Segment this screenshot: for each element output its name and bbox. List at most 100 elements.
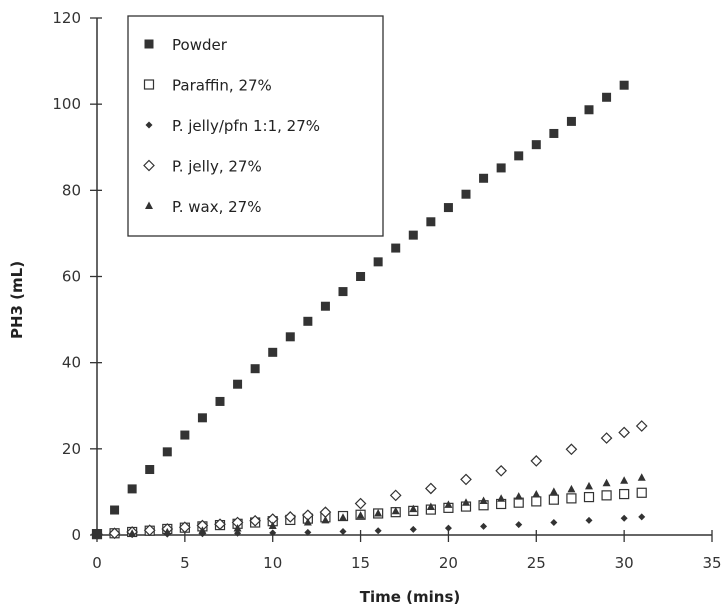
data-point bbox=[619, 80, 629, 90]
data-point bbox=[303, 518, 312, 526]
data-point bbox=[480, 522, 488, 530]
data-point bbox=[374, 508, 383, 517]
axes: 0 20 40 60 80 100 120 0 5 10 15 20 25 30 35 bbox=[52, 9, 721, 572]
data-point bbox=[92, 529, 102, 539]
legend-label: Powder bbox=[172, 36, 228, 54]
data-point bbox=[250, 364, 260, 374]
series-3 bbox=[91, 420, 648, 540]
legend-label: P. jelly/pfn 1:1, 27% bbox=[172, 117, 320, 135]
data-point bbox=[619, 488, 630, 500]
data-point bbox=[566, 116, 576, 126]
data-point bbox=[162, 447, 172, 457]
data-point bbox=[620, 514, 628, 522]
y-tick-label: 80 bbox=[62, 181, 81, 199]
data-point bbox=[285, 332, 295, 342]
data-point bbox=[321, 515, 330, 524]
data-point bbox=[549, 487, 558, 495]
legend-label: P. wax, 27% bbox=[172, 198, 261, 216]
data-point bbox=[585, 516, 593, 524]
data-point bbox=[479, 173, 489, 183]
data-point bbox=[354, 497, 367, 510]
data-point bbox=[284, 511, 297, 523]
data-point bbox=[585, 481, 593, 490]
data-point bbox=[497, 494, 506, 502]
legend: Powder Paraffin, 27% P. jelly/pfn 1:1, 27%… bbox=[127, 15, 384, 237]
data-point bbox=[618, 426, 630, 439]
data-point bbox=[636, 487, 647, 498]
data-point bbox=[268, 521, 277, 529]
data-point bbox=[249, 514, 261, 527]
data-point bbox=[110, 505, 120, 515]
legend-marker bbox=[143, 159, 155, 172]
x-axis-title: Time (mins) bbox=[360, 588, 461, 606]
data-point bbox=[214, 518, 226, 531]
y-tick-label: 20 bbox=[62, 440, 81, 458]
data-point bbox=[197, 413, 207, 423]
data-point bbox=[635, 420, 648, 432]
y-tick-label: 60 bbox=[62, 268, 81, 286]
legend-marker bbox=[145, 201, 153, 209]
data-point bbox=[389, 489, 402, 502]
data-point bbox=[356, 272, 366, 281]
data-point bbox=[584, 105, 594, 115]
data-point bbox=[356, 511, 365, 519]
data-point bbox=[566, 493, 577, 504]
y-tick-label: 0 bbox=[71, 526, 81, 544]
legend-marker bbox=[145, 121, 153, 129]
data-point bbox=[198, 526, 207, 534]
y-tick-label: 40 bbox=[62, 354, 81, 372]
data-point bbox=[391, 243, 401, 253]
data-point bbox=[409, 504, 418, 513]
data-point bbox=[180, 430, 190, 440]
data-point bbox=[531, 496, 542, 507]
data-point bbox=[391, 506, 400, 515]
legend-box bbox=[127, 15, 384, 237]
data-point bbox=[602, 92, 612, 102]
data-point bbox=[514, 151, 524, 161]
series-0 bbox=[92, 80, 629, 539]
data-point bbox=[600, 432, 613, 444]
data-point bbox=[601, 490, 612, 501]
x-tick-label: 25 bbox=[527, 554, 546, 572]
data-point bbox=[602, 478, 611, 487]
y-tick-label: 100 bbox=[52, 95, 81, 113]
data-point bbox=[530, 455, 543, 467]
data-point bbox=[303, 316, 313, 326]
data-point bbox=[108, 527, 121, 540]
data-point bbox=[163, 530, 171, 538]
data-point bbox=[145, 465, 155, 475]
data-point bbox=[495, 464, 507, 477]
data-point bbox=[496, 163, 506, 173]
data-point bbox=[548, 494, 559, 505]
data-point bbox=[583, 491, 595, 503]
data-point bbox=[461, 189, 471, 199]
data-point bbox=[567, 484, 576, 493]
data-point bbox=[443, 203, 453, 213]
x-tick-label: 15 bbox=[351, 554, 370, 572]
y-tick-label: 120 bbox=[52, 9, 81, 27]
x-tick-label: 0 bbox=[92, 554, 102, 572]
data-point bbox=[444, 524, 452, 532]
x-tick-label: 30 bbox=[615, 554, 634, 572]
data-point bbox=[514, 492, 523, 500]
data-point bbox=[304, 528, 312, 536]
data-point bbox=[234, 529, 242, 537]
data-point bbox=[549, 128, 559, 138]
data-point bbox=[638, 513, 646, 521]
y-axis-title: PH3 (mL) bbox=[8, 261, 26, 339]
data-point bbox=[373, 257, 383, 267]
plot-area bbox=[91, 80, 648, 540]
data-point bbox=[425, 482, 437, 495]
data-point bbox=[426, 502, 435, 510]
data-point bbox=[532, 490, 541, 498]
data-point bbox=[198, 530, 206, 538]
series-1 bbox=[91, 487, 647, 540]
data-point bbox=[620, 476, 629, 484]
data-point bbox=[565, 443, 578, 456]
legend-label: Paraffin, 27% bbox=[172, 77, 272, 95]
data-point bbox=[408, 230, 418, 240]
x-tick-label: 5 bbox=[180, 554, 190, 572]
data-point bbox=[338, 287, 348, 297]
